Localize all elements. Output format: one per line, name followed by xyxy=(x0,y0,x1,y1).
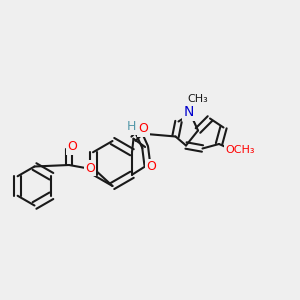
Text: O: O xyxy=(138,122,148,135)
Text: CH₃: CH₃ xyxy=(188,94,208,104)
Text: O: O xyxy=(85,161,95,175)
Text: H: H xyxy=(126,120,136,134)
Text: O: O xyxy=(68,140,77,154)
Text: N: N xyxy=(184,106,194,119)
Text: OCH₃: OCH₃ xyxy=(225,145,255,155)
Text: O: O xyxy=(146,160,156,173)
